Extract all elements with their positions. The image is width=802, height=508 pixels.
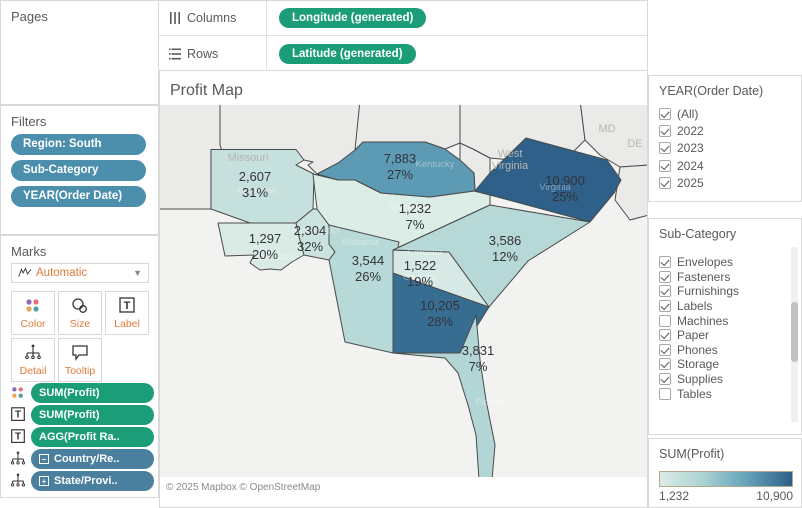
svg-text:MD: MD — [598, 123, 615, 135]
svg-text:Alabama: Alabama — [341, 237, 379, 248]
svg-text:T: T — [15, 410, 21, 421]
svg-text:Missouri: Missouri — [228, 152, 269, 164]
svg-text:DE: DE — [627, 138, 642, 150]
svg-text:Florida: Florida — [475, 397, 505, 408]
svg-text:Carolina: Carolina — [407, 247, 443, 258]
svg-text:West: West — [498, 148, 523, 160]
svg-text:Virginia: Virginia — [492, 160, 529, 172]
svg-text:T: T — [15, 432, 21, 443]
svg-text:T: T — [124, 300, 131, 312]
svg-text:Kentucky: Kentucky — [415, 159, 454, 170]
